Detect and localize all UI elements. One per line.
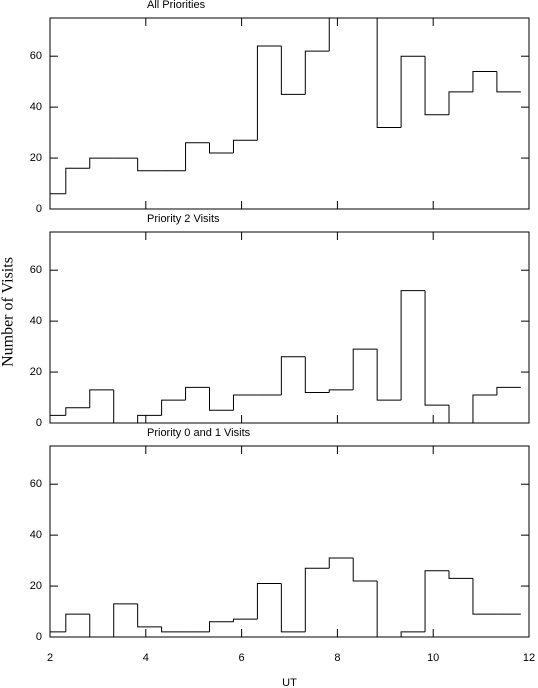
histogram-step: [376, 349, 402, 401]
y-axis-label: Number of Visits: [0, 257, 17, 367]
x-tick-label: 8: [334, 652, 340, 664]
histogram-step: [137, 603, 162, 628]
histogram-step: [376, 18, 402, 129]
histogram-step: [304, 567, 330, 632]
histogram-step: [448, 405, 473, 423]
histogram-step: [209, 142, 234, 154]
histogram-step: [232, 618, 258, 622]
x-tick-label: 2: [47, 652, 53, 664]
histogram-step: [328, 389, 354, 393]
histogram-step: [65, 407, 90, 416]
histogram-step: [256, 583, 282, 620]
histogram-step: [89, 614, 114, 637]
plot-frame: [49, 17, 530, 210]
y-tick-label: 60: [30, 264, 42, 276]
histogram-step: [304, 50, 330, 95]
histogram-step: [280, 46, 306, 95]
panel-title: Priority 2 Visits: [147, 213, 220, 225]
histogram-step: [89, 389, 114, 408]
x-tick-label: 4: [143, 652, 149, 664]
histogram-step: [496, 386, 521, 395]
histogram-step: [352, 558, 378, 582]
histogram-step: [137, 414, 162, 423]
histogram-step: [256, 45, 282, 141]
histogram-step: [161, 399, 186, 416]
plot-frame: [49, 231, 530, 424]
histogram-step: [65, 613, 90, 632]
histogram-step: [232, 394, 258, 411]
x-tick-label: 10: [427, 652, 439, 664]
histogram: [50, 18, 521, 195]
histogram-step: [472, 578, 497, 615]
histogram-step: [424, 570, 450, 632]
histogram-step: [424, 290, 450, 406]
y-tick-label: 40: [30, 315, 42, 327]
x-tick-label: 12: [523, 652, 535, 664]
histogram-step: [304, 356, 330, 393]
y-tick-label: 0: [36, 203, 42, 215]
plot-frame: [49, 445, 530, 638]
histogram-step: [161, 626, 186, 633]
histogram-step: [472, 394, 497, 423]
panel-title: Priority 0 and 1 Visits: [147, 427, 251, 439]
histogram-step: [185, 142, 210, 171]
histogram-step: [280, 583, 306, 633]
histogram: [50, 557, 521, 637]
histogram-step: [400, 631, 426, 637]
histogram-step: [209, 621, 234, 632]
histogram-step: [328, 18, 330, 52]
x-tick-label: 6: [239, 652, 245, 664]
y-tick-label: 60: [30, 50, 42, 62]
histogram-step: [185, 386, 210, 401]
y-tick-label: 20: [30, 152, 42, 164]
x-axis-label: UT: [282, 677, 297, 688]
histogram-step: [472, 70, 497, 92]
panel-title: All Priorities: [147, 0, 206, 11]
histogram-step: [137, 158, 162, 172]
histogram-step: [328, 557, 354, 569]
histogram-step: [209, 387, 234, 411]
y-tick-label: 20: [30, 580, 42, 592]
histogram: [50, 290, 521, 423]
histogram-step: [232, 139, 258, 153]
histogram-step: [448, 91, 473, 115]
y-tick-label: 60: [30, 478, 42, 490]
y-tick-label: 40: [30, 529, 42, 541]
histogram-step: [400, 290, 426, 401]
y-tick-label: 0: [36, 631, 42, 643]
histogram-step: [113, 389, 138, 423]
y-tick-label: 40: [30, 101, 42, 113]
histogram-step: [65, 167, 90, 194]
histogram-step: [424, 56, 450, 116]
histogram-step: [352, 348, 378, 390]
y-tick-label: 20: [30, 366, 42, 378]
y-tick-label: 0: [36, 417, 42, 429]
histogram-step: [448, 570, 473, 579]
histogram-step: [376, 580, 402, 637]
histogram-step: [400, 55, 426, 128]
histogram-step: [89, 157, 114, 169]
histogram-step: [113, 603, 138, 637]
histogram-step: [496, 71, 521, 93]
histogram-step: [280, 356, 306, 395]
